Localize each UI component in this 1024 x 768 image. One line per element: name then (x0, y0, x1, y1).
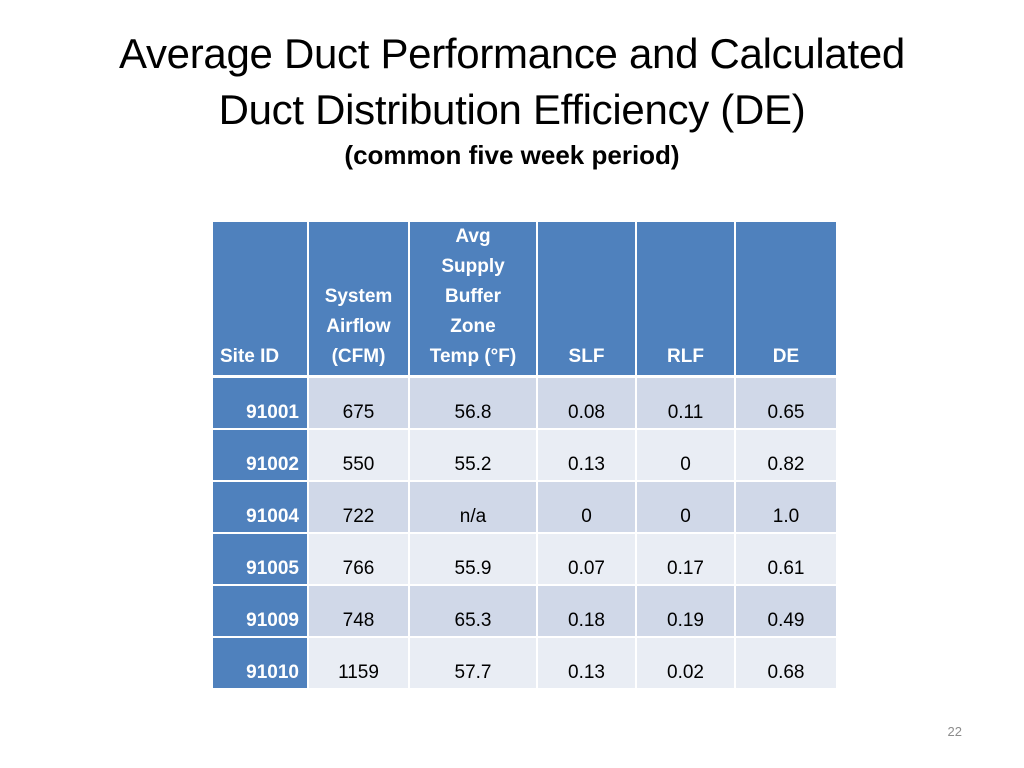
buffer-temp-cell: 56.8 (410, 378, 538, 430)
de-cell: 0.82 (736, 430, 836, 482)
table-header: Site ID System Airflow (CFM) Avg Supply … (213, 222, 836, 378)
table-row: 91009 748 65.3 0.18 0.19 0.49 (213, 586, 836, 638)
header-buffer-temp-line: Avg (455, 226, 491, 247)
de-cell: 0.65 (736, 378, 836, 430)
site-id-cell: 91010 (213, 638, 309, 690)
table-row: 91004 722 n/a 0 0 1.0 (213, 482, 836, 534)
header-buffer-temp-line: Temp (°F) (429, 346, 517, 367)
buffer-temp-cell: 55.2 (410, 430, 538, 482)
buffer-temp-cell: 55.9 (410, 534, 538, 586)
header-slf: SLF (538, 222, 637, 378)
airflow-cell: 748 (309, 586, 410, 638)
header-system-airflow-line: Airflow (326, 316, 391, 337)
slide-subtitle: (common five week period) (344, 140, 680, 170)
title-line-1: Average Duct Performance and Calculated (119, 30, 905, 77)
slf-cell: 0 (538, 482, 637, 534)
slf-cell: 0.07 (538, 534, 637, 586)
slf-cell: 0.08 (538, 378, 637, 430)
table-body: 91001 675 56.8 0.08 0.11 0.65 91002 550 … (213, 378, 836, 690)
header-buffer-temp: Avg Supply Buffer Zone Temp (°F) (410, 222, 538, 378)
rlf-cell: 0.19 (637, 586, 736, 638)
site-id-cell: 91001 (213, 378, 309, 430)
buffer-temp-cell: 57.7 (410, 638, 538, 690)
slf-cell: 0.13 (538, 430, 637, 482)
header-system-airflow-line: (CFM) (331, 346, 386, 367)
de-cell: 0.61 (736, 534, 836, 586)
buffer-temp-cell: n/a (410, 482, 538, 534)
airflow-cell: 722 (309, 482, 410, 534)
table-row: 91010 1159 57.7 0.13 0.02 0.68 (213, 638, 836, 690)
slf-cell: 0.18 (538, 586, 637, 638)
rlf-cell: 0 (637, 482, 736, 534)
slide-title: Average Duct Performance and Calculated … (0, 26, 1024, 172)
header-rlf: RLF (637, 222, 736, 378)
table-row: 91002 550 55.2 0.13 0 0.82 (213, 430, 836, 482)
header-buffer-temp-line: Supply (441, 256, 505, 277)
page-number: 22 (947, 724, 962, 739)
airflow-cell: 675 (309, 378, 410, 430)
table-row: 91001 675 56.8 0.08 0.11 0.65 (213, 378, 836, 430)
site-id-cell: 91002 (213, 430, 309, 482)
header-site-id: Site ID (213, 222, 309, 378)
header-buffer-temp-line: Buffer (445, 286, 501, 307)
slf-cell: 0.13 (538, 638, 637, 690)
site-id-cell: 91004 (213, 482, 309, 534)
de-cell: 0.49 (736, 586, 836, 638)
buffer-temp-cell: 65.3 (410, 586, 538, 638)
header-row: Site ID System Airflow (CFM) Avg Supply … (213, 222, 836, 378)
table-row: 91005 766 55.9 0.07 0.17 0.61 (213, 534, 836, 586)
de-cell: 1.0 (736, 482, 836, 534)
airflow-cell: 1159 (309, 638, 410, 690)
airflow-cell: 550 (309, 430, 410, 482)
rlf-cell: 0.11 (637, 378, 736, 430)
site-id-cell: 91005 (213, 534, 309, 586)
rlf-cell: 0 (637, 430, 736, 482)
duct-performance-table: Site ID System Airflow (CFM) Avg Supply … (213, 222, 836, 690)
header-de: DE (736, 222, 836, 378)
rlf-cell: 0.02 (637, 638, 736, 690)
header-system-airflow: System Airflow (CFM) (309, 222, 410, 378)
rlf-cell: 0.17 (637, 534, 736, 586)
header-system-airflow-line: System (324, 286, 393, 307)
airflow-cell: 766 (309, 534, 410, 586)
header-buffer-temp-line: Zone (450, 316, 496, 337)
title-line-2: Duct Distribution Efficiency (DE) (218, 86, 806, 133)
site-id-cell: 91009 (213, 586, 309, 638)
de-cell: 0.68 (736, 638, 836, 690)
